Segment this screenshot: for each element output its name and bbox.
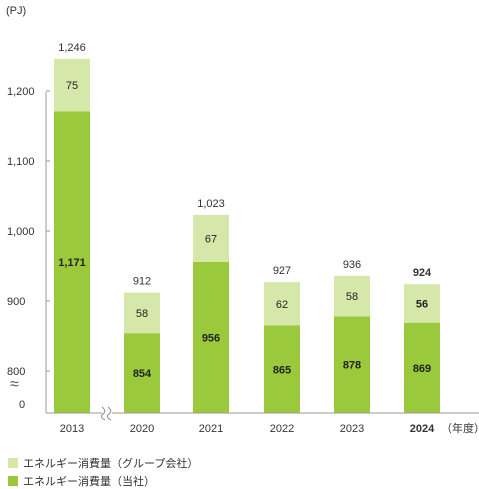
- total-label-2022: 927: [273, 265, 291, 277]
- bar-group-2013: [54, 58, 90, 112]
- legend-label-company: エネルギー消費量（当社）: [23, 476, 155, 488]
- data-label-group-2020: 58: [136, 308, 148, 320]
- bar-company-2024: [404, 322, 440, 413]
- data-label-company-2024: 869: [413, 363, 431, 375]
- data-label-group-2024: 56: [416, 298, 428, 310]
- x-tick-label-2022: 2022: [270, 423, 294, 435]
- data-label-company-2013: 1,171: [58, 257, 86, 269]
- x-unit-label: （年度）: [441, 421, 479, 435]
- bar-group-2020: [124, 292, 160, 334]
- data-label-group-2021: 67: [205, 233, 217, 245]
- total-label-2021: 1,023: [197, 198, 225, 210]
- energy-consumption-chart: (PJ) 800 900 1,000 1,100 1,200 ≈0 1,171 75 1,24…: [6, 5, 479, 435]
- y-tick-label: 1,200: [7, 86, 35, 98]
- total-label-2024: 924: [413, 267, 432, 279]
- bar-company-2023: [334, 316, 370, 413]
- x-axis: 2013 2020 2021 2022 2023 2024 （年度）: [46, 406, 479, 435]
- total-label-2013: 1,246: [58, 42, 86, 54]
- legend-item-group-companies: エネルギー消費量（グループ会社）: [8, 456, 198, 470]
- bars: 1,171 75 1,246 854 58 912 956 67 1,023 865 62 927 87…: [54, 42, 440, 414]
- x-tick-label-2024: 2024: [410, 423, 435, 435]
- data-label-group-2013: 75: [66, 80, 78, 92]
- x-axis-break-gap: [102, 410, 112, 416]
- bar-group-2023: [334, 275, 370, 317]
- x-axis-break-mark: [106, 406, 112, 421]
- data-label-group-2022: 62: [276, 299, 288, 311]
- legend-item-company: エネルギー消費量（当社）: [8, 474, 155, 488]
- x-tick-label-2023: 2023: [340, 423, 364, 435]
- y-baseline-label: 0: [19, 399, 25, 411]
- total-label-2023: 936: [343, 259, 361, 271]
- bar-group-2022: [264, 282, 300, 326]
- legend-label-group-companies: エネルギー消費量（グループ会社）: [23, 458, 199, 470]
- data-label-group-2023: 58: [346, 291, 358, 303]
- data-label-company-2022: 865: [273, 364, 291, 376]
- bar-group-2024: [404, 284, 440, 323]
- bar-company-2022: [264, 325, 300, 413]
- data-label-company-2023: 878: [343, 360, 361, 372]
- y-unit-label: (PJ): [6, 5, 26, 17]
- legend-swatch-group-companies: [8, 458, 18, 468]
- x-tick-label-2020: 2020: [130, 423, 154, 435]
- bar-company-2020: [124, 333, 160, 413]
- x-axis-break-mark: [100, 406, 106, 421]
- bar-group-2021: [193, 214, 229, 262]
- x-tick-label-2013: 2013: [60, 423, 84, 435]
- y-tick-label: 1,000: [7, 226, 35, 238]
- x-tick-label-2021: 2021: [199, 423, 223, 435]
- y-tick-label: 800: [7, 366, 25, 378]
- y-tick-label: 900: [7, 296, 25, 308]
- bar-company-2021: [193, 261, 229, 413]
- legend-swatch-company: [8, 476, 18, 486]
- y-tick-label: 1,100: [7, 156, 35, 168]
- y-axis: 800 900 1,000 1,100 1,200 ≈0: [7, 86, 50, 413]
- bar-company-2013: [54, 111, 90, 414]
- data-label-company-2021: 956: [202, 332, 220, 344]
- y-axis-break-symbol: ≈: [10, 376, 19, 393]
- total-label-2020: 912: [133, 276, 151, 288]
- data-label-company-2020: 854: [133, 368, 152, 380]
